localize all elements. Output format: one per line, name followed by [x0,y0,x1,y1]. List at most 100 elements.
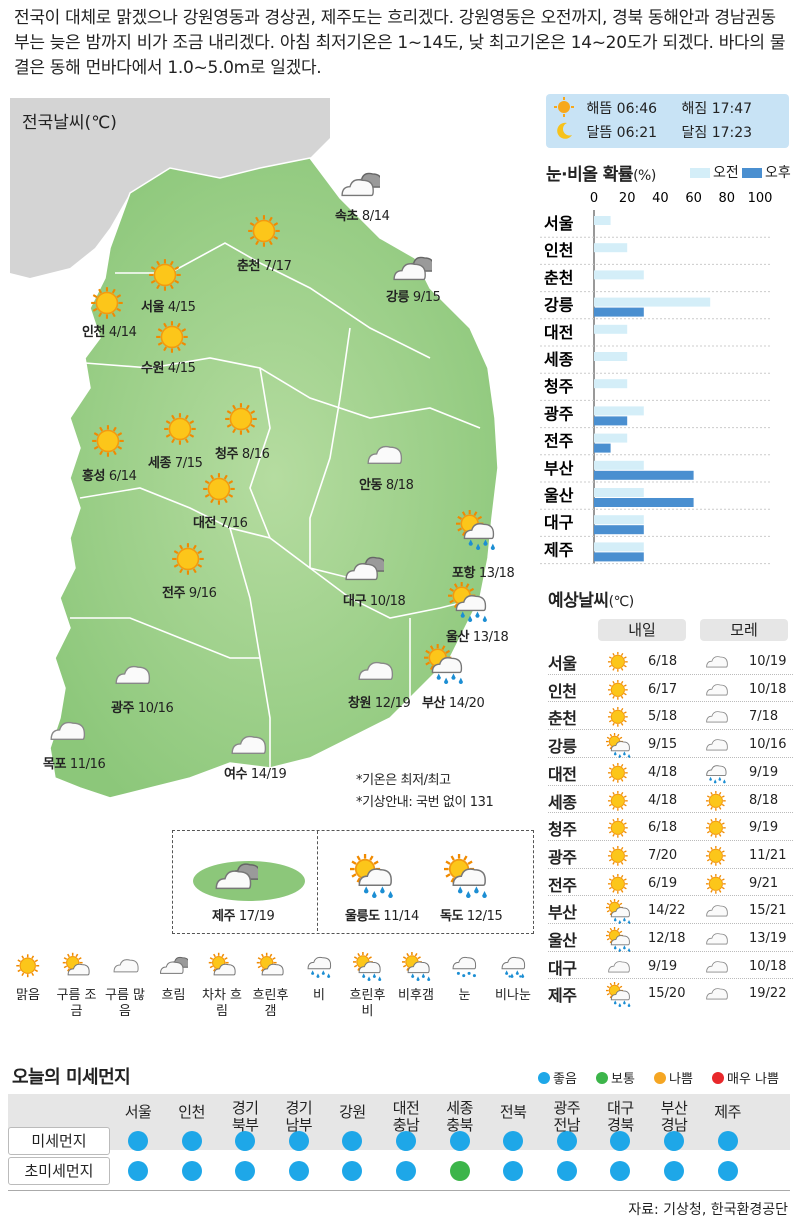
city-temp: 7/16 [219,516,248,531]
bar-am [594,324,628,334]
city-name: 세종 [148,456,172,471]
moonset-label: 달짐 [681,125,708,141]
bar-pm [594,552,644,562]
bar-pm [594,443,611,453]
city-name: 전주 [162,586,186,601]
map-title: 전국날씨(℃) [22,113,117,133]
city-temp: 6/14 [108,469,137,484]
legend-item: 눈 [443,952,487,1004]
moonset-time: 17:23 [711,125,753,141]
bar-am [594,216,611,225]
forecast-city: 서울 [548,654,577,673]
dust-level-dot [128,1131,148,1151]
city-temp: 14/19 [250,767,287,782]
sun-cloud-rain-icon [456,510,496,554]
col-dayafter: 모레 [700,619,788,641]
cloud-icon [606,955,631,984]
forecast-city: 대구 [548,958,577,978]
temp-dayafter: 10/18 [749,958,787,974]
city-name: 안동 [359,478,383,493]
legend-item: 구름 많음 [103,952,147,1020]
dust-level-dot [610,1131,631,1151]
dust-region: 부산 경남 [660,1099,688,1134]
forecast-summary: 전국이 대체로 맑겠으나 강원영동과 경상권, 제주도는 흐리겠다. 강원영동은… [14,8,786,78]
temp-tomorrow: 6/18 [648,820,678,836]
legend-label: 비 [313,988,325,1003]
moonrise-time: 06:21 [616,125,658,141]
temp-dayafter: 8/18 [749,792,779,808]
row-label-pm25: 초미세먼지 [8,1157,110,1185]
dust-level-dot [181,1161,202,1181]
city-temp: 13/18 [478,566,515,581]
legend-label: 비나눈 [495,988,531,1003]
cloudy-icon [214,856,261,904]
map-city-label: 속초 8/14 [335,205,390,224]
map-city-label: 대전 7/16 [193,512,248,531]
dust-level-dot [342,1161,363,1181]
map-city-label: 창원 12/19 [348,692,411,711]
dust-level-dot [396,1131,416,1151]
col-tomorrow: 내일 [598,619,686,641]
dust-level-dot [288,1161,309,1181]
precip-title: 눈·비올 확률(%) [546,165,656,185]
bar-am [594,488,644,497]
dust-legend-item: 나쁨 [654,1068,693,1087]
bar-am [594,243,628,253]
dust-region: 인천 [178,1103,205,1121]
sun-icon [704,872,729,901]
cloud-icon [704,650,729,679]
sun-icon [200,470,240,514]
city-name: 목포 [43,757,67,772]
forecast-city: 춘천 [548,709,577,729]
dust-level-dot [556,1161,577,1181]
legend-label: 흐림 [161,988,186,1003]
legend-item: 비나눈 [491,952,535,1004]
city-name: 대전 [193,516,217,531]
cloud-icon [228,726,268,770]
map-city-label: 세종 7/15 [148,452,203,471]
temp-tomorrow: 4/18 [648,792,678,808]
sun-icon [89,422,129,466]
sun-cloud-rain-icon [350,854,394,902]
city-name: 대구 [343,594,367,609]
temp-dayafter: 10/16 [749,737,787,753]
dust-legend-item: 좋음 [538,1068,577,1087]
dust-dot-icon [538,1072,550,1084]
snow-icon [450,956,479,985]
category-label: 강릉 [544,296,574,315]
temp-tomorrow: 9/15 [648,737,678,753]
category-label: 대구 [544,513,574,532]
city-temp: 4/15 [167,300,196,315]
temp-dayafter: 10/18 [749,681,787,697]
sun-cloud-rain-icon [444,854,488,902]
city-temp: 7/17 [263,259,292,274]
sun-icon [554,97,574,117]
city-temp: 8/16 [241,447,270,462]
bar-am [594,352,628,361]
cloud-icon [704,899,729,928]
x-tick-label: 100 [748,191,773,206]
sun-icon [222,400,262,444]
legend-label: 비후갬 [398,988,434,1003]
map-city-label: 울산 13/18 [446,626,509,645]
bar-am [594,515,644,525]
legend-label: 구름 조금 [56,988,97,1019]
map-city-label: 수원 4/15 [141,357,196,376]
dust-level-dot [610,1161,631,1181]
rain-snow-icon [499,956,528,985]
row-label-pm10: 미세먼지 [8,1127,110,1155]
sun-cloud-rain-icon [401,952,431,985]
map-city-label: 안동 8/18 [359,474,414,493]
rain-icon [704,761,729,790]
temp-tomorrow: 7/20 [648,847,678,863]
map-city-label: 청주 8/16 [215,443,270,462]
moon-row: 달뜸 06:21 달짐 17:23 [554,121,752,145]
category-label: 울산 [544,486,574,505]
x-tick-label: 60 [685,191,702,206]
legend-am: 오전 [690,162,739,182]
bar-pm [594,525,644,535]
city-temp: 10/16 [137,701,174,716]
dust-legend-label: 나쁨 [669,1072,693,1087]
dust-level-dot [449,1131,470,1151]
bar-am [594,297,711,307]
